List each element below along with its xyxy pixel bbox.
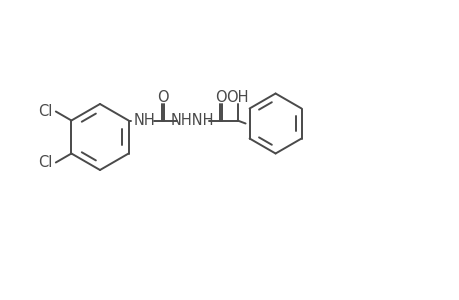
Text: Cl: Cl: [39, 104, 53, 119]
Text: OH: OH: [226, 90, 248, 105]
Text: NH: NH: [134, 113, 155, 128]
Text: NHNH: NHNH: [170, 113, 214, 128]
Text: O: O: [157, 90, 168, 105]
Text: Cl: Cl: [39, 155, 53, 170]
Text: O: O: [214, 90, 226, 105]
